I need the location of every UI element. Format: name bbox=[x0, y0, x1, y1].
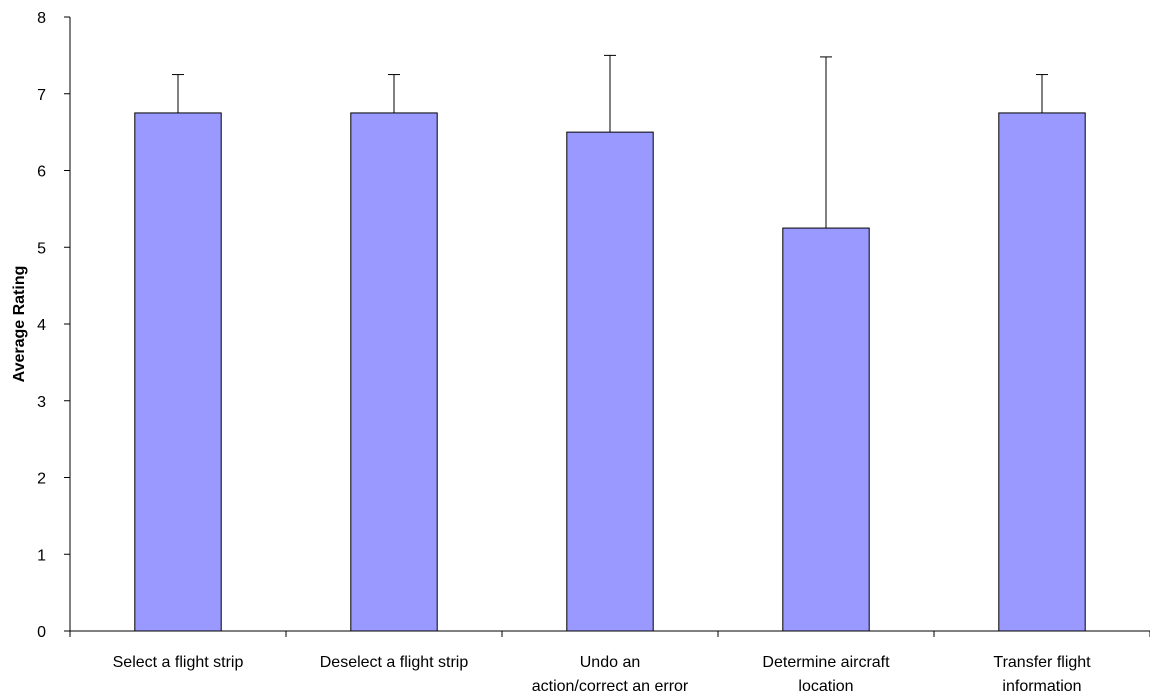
bar bbox=[566, 131, 654, 632]
y-tick-label: 8 bbox=[37, 10, 46, 27]
x-ticks-group: Select a flight strip Deselect a flight s… bbox=[69, 631, 1150, 695]
error-bars-group bbox=[172, 54, 1048, 229]
y-tick-label: 7 bbox=[37, 87, 46, 104]
bars-group bbox=[134, 112, 1086, 632]
y-tick-label: 3 bbox=[37, 394, 46, 411]
y-ticks-group: 0 1 2 3 4 5 6 7 8 bbox=[37, 10, 70, 641]
x-tick-label: Deselect a flight strip bbox=[320, 654, 469, 671]
x-tick-label: Select a flight strip bbox=[113, 654, 244, 671]
y-axis-title: Average Rating bbox=[11, 266, 28, 383]
x-tick-label: Undo an action/correct an error bbox=[532, 654, 689, 695]
x-tick-label: Transfer flight information bbox=[993, 654, 1091, 695]
y-tick-label: 6 bbox=[37, 164, 46, 181]
y-tick-label: 2 bbox=[37, 471, 46, 488]
y-tick-label: 5 bbox=[37, 240, 46, 257]
bar bbox=[134, 112, 222, 632]
bar bbox=[782, 227, 870, 632]
y-tick-label: 4 bbox=[37, 317, 46, 334]
y-tick-label: 0 bbox=[37, 624, 46, 641]
bar bbox=[350, 112, 438, 632]
bar bbox=[998, 112, 1086, 632]
y-tick-label: 1 bbox=[37, 547, 46, 564]
x-tick-label: Determine aircraft location bbox=[762, 654, 890, 695]
